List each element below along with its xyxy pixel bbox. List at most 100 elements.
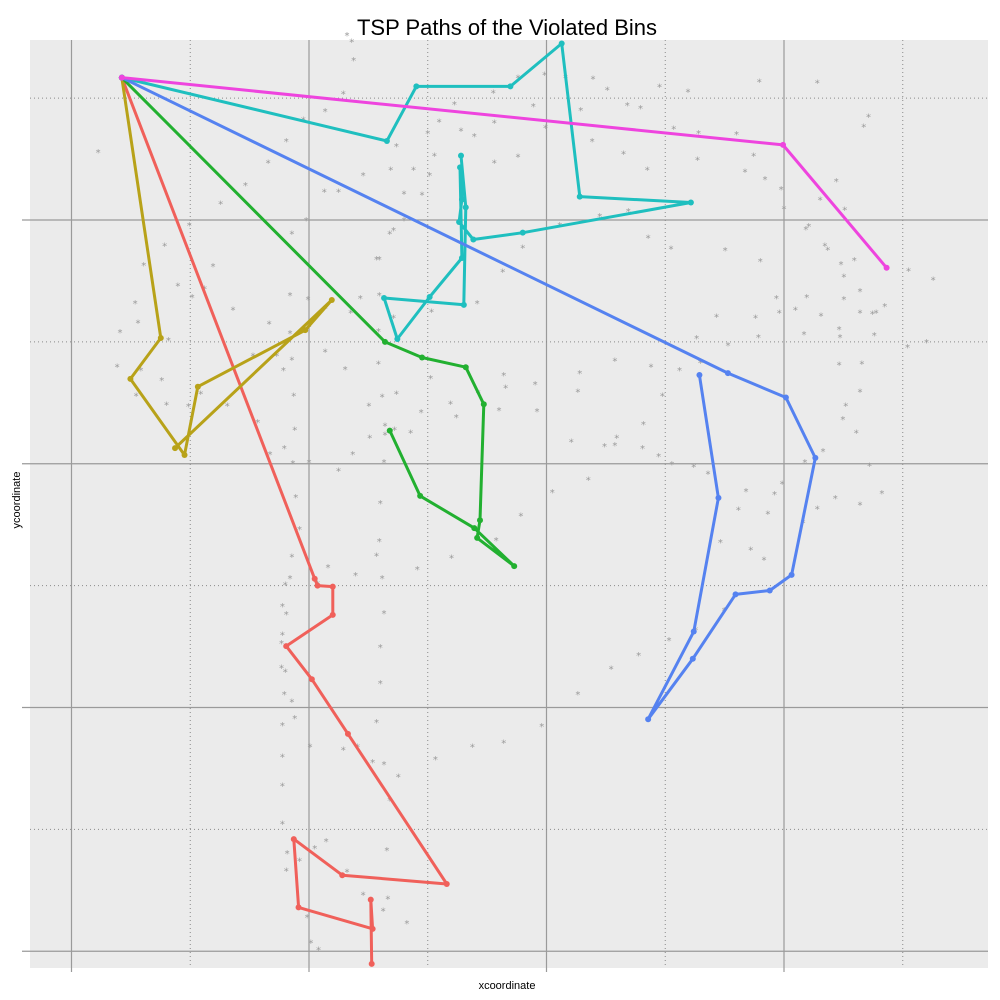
background-star: * <box>437 118 442 129</box>
background-star: * <box>859 359 864 370</box>
background-star: * <box>669 460 674 471</box>
background-star: * <box>815 505 820 516</box>
background-star: * <box>166 336 171 347</box>
path-point <box>456 218 463 225</box>
background-star: * <box>518 511 523 522</box>
background-star: * <box>870 310 875 321</box>
background-star: * <box>695 156 700 167</box>
background-star: * <box>349 38 354 49</box>
background-star: * <box>765 509 770 520</box>
background-star: * <box>361 891 366 902</box>
background-star: * <box>419 408 424 419</box>
background-star: * <box>660 392 665 403</box>
path-point <box>782 394 789 401</box>
background-star: * <box>374 718 379 729</box>
path-point <box>470 236 477 243</box>
background-star: * <box>578 106 583 117</box>
background-star: * <box>384 846 389 857</box>
background-star: * <box>882 302 887 313</box>
background-star: * <box>141 261 146 272</box>
path-point <box>328 296 335 303</box>
background-star: * <box>284 866 289 877</box>
background-star: * <box>289 698 294 709</box>
path-point <box>457 164 464 171</box>
background-star: * <box>575 690 580 701</box>
path-point <box>394 335 401 342</box>
path-line <box>120 76 817 721</box>
background-star: * <box>307 743 312 754</box>
background-star: * <box>470 743 475 754</box>
background-star: * <box>696 129 701 140</box>
background-star: * <box>906 267 911 278</box>
background-star: * <box>497 406 502 417</box>
background-star: * <box>425 129 430 140</box>
background-star: * <box>802 458 807 469</box>
background-star: * <box>392 426 397 437</box>
background-star: * <box>343 365 348 376</box>
background-star: * <box>501 371 506 382</box>
path-point <box>295 904 302 911</box>
background-star: * <box>415 565 420 576</box>
background-star: * <box>162 241 167 252</box>
path-point <box>311 575 318 582</box>
background-star: * <box>743 167 748 178</box>
background-star: * <box>645 165 650 176</box>
background-star: * <box>543 123 548 134</box>
chart-title: TSP Paths of the Violated Bins <box>357 15 657 40</box>
background-star: * <box>281 366 286 377</box>
background-star: * <box>500 268 505 279</box>
background-star: * <box>694 334 699 345</box>
background-star: * <box>806 222 811 233</box>
background-star: * <box>115 362 120 373</box>
background-star: * <box>361 171 366 182</box>
path-point <box>339 872 346 879</box>
background-star: * <box>283 581 288 592</box>
path-point <box>477 517 483 524</box>
background-star: * <box>879 489 884 500</box>
background-star: * <box>322 188 327 199</box>
background-star: * <box>376 327 381 338</box>
path-point <box>696 372 703 379</box>
background-star: * <box>134 392 139 403</box>
background-star: * <box>757 78 762 89</box>
background-star: * <box>377 537 382 548</box>
background-star: * <box>133 299 138 310</box>
path-point <box>732 591 739 598</box>
background-star: * <box>803 225 808 236</box>
background-star: * <box>819 312 824 323</box>
background-star: * <box>542 71 547 82</box>
path-point <box>576 193 583 200</box>
path-point <box>687 199 694 206</box>
background-star: * <box>779 185 784 196</box>
background-star: * <box>358 294 363 305</box>
path-point <box>458 255 465 262</box>
background-star: * <box>297 525 302 536</box>
background-star: * <box>288 574 293 585</box>
background-star: * <box>475 299 480 310</box>
background-star: * <box>472 132 477 143</box>
background-star: * <box>323 348 328 359</box>
background-star: * <box>198 390 203 401</box>
background-star: * <box>725 341 730 352</box>
background-star: * <box>586 475 591 486</box>
background-star: * <box>159 376 164 387</box>
background-star: * <box>793 306 798 317</box>
background-star: * <box>777 309 782 320</box>
background-star: * <box>374 255 379 266</box>
path-point <box>715 494 722 501</box>
background-star: * <box>641 420 646 431</box>
background-star: * <box>391 226 396 237</box>
background-star: * <box>852 256 857 267</box>
path-point <box>812 454 819 461</box>
background-star: * <box>376 359 381 370</box>
background-star: * <box>385 895 390 906</box>
background-star: * <box>381 906 386 917</box>
background-star: * <box>290 459 295 470</box>
background-star: * <box>837 360 842 371</box>
background-star: * <box>494 536 499 547</box>
background-star: * <box>408 429 413 440</box>
background-star: * <box>305 913 310 924</box>
background-star: * <box>591 75 596 86</box>
background-star: * <box>503 384 508 395</box>
path-point <box>369 925 376 932</box>
